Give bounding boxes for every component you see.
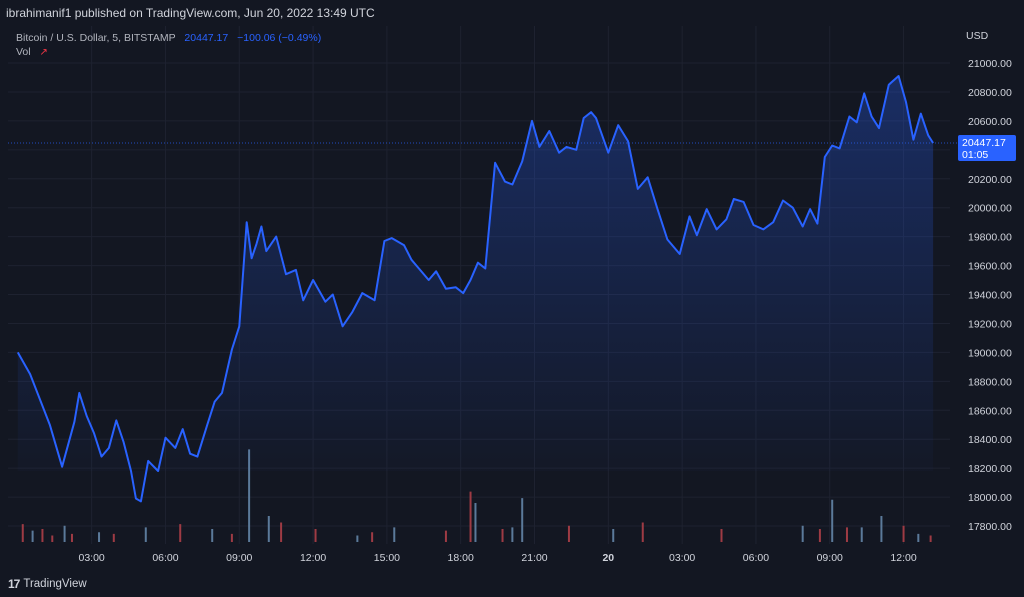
x-tick-label: 09:00 <box>817 552 843 564</box>
volume-bar <box>179 524 182 542</box>
y-tick-label: 19800.00 <box>968 232 1012 244</box>
volume-bar <box>801 525 804 542</box>
y-tick-label: 19400.00 <box>968 290 1012 302</box>
time-axis[interactable]: 03:00 06:00 09:00 12:00 15:00 18:00 21:00 20 03:… <box>79 552 917 564</box>
volume-bar <box>929 535 932 542</box>
volume-bar <box>112 533 115 542</box>
volume-bar <box>280 522 283 542</box>
volume-bar <box>917 533 920 542</box>
x-tick-label: 20 <box>602 552 614 564</box>
y-tick-label: 20600.00 <box>968 116 1012 128</box>
volume-bar <box>880 516 883 542</box>
chart-legend: Bitcoin / U.S. Dollar, 5, BITSTAMP 20447… <box>16 31 321 59</box>
y-tick-label: 19600.00 <box>968 261 1012 273</box>
volume-bar <box>230 533 233 542</box>
volume-bar <box>818 529 821 542</box>
x-tick-label: 06:00 <box>152 552 178 564</box>
x-tick-label: 12:00 <box>890 552 916 564</box>
volume-bar <box>63 525 66 542</box>
volume-bar <box>521 498 524 542</box>
volume-bar <box>21 524 24 542</box>
footer-brand: 17 TradingView <box>8 577 87 591</box>
volume-bar <box>267 516 270 542</box>
volume-bar <box>356 535 359 542</box>
volume-bar <box>567 525 570 542</box>
volume-bar <box>641 522 644 542</box>
volume-bar <box>612 529 615 542</box>
last-price-badge: 20447.17 01:05 <box>958 134 1016 161</box>
currency-label: USD <box>966 30 989 42</box>
price-area-fill <box>17 76 934 502</box>
volume-bar <box>393 527 396 542</box>
x-tick-label: 12:00 <box>300 552 326 564</box>
published-line: ibrahimanif1 published on TradingView.co… <box>6 6 375 20</box>
volume-bar <box>444 530 447 542</box>
y-tick-label: 20000.00 <box>968 203 1012 215</box>
volume-bar <box>469 491 472 542</box>
volume-bar <box>902 525 905 542</box>
x-tick-label: 06:00 <box>743 552 769 564</box>
y-tick-label: 20800.00 <box>968 87 1012 99</box>
x-tick-label: 18:00 <box>448 552 474 564</box>
y-tick-label: 19000.00 <box>968 347 1012 359</box>
volume-bar <box>31 530 34 542</box>
x-tick-label: 21:00 <box>521 552 547 564</box>
price-line <box>16 75 934 503</box>
volume-bar <box>831 499 834 542</box>
y-tick-label: 21000.00 <box>968 58 1012 70</box>
volume-label[interactable]: Vol <box>16 46 31 58</box>
brand-name: TradingView <box>23 578 87 590</box>
x-tick-label: 09:00 <box>226 552 252 564</box>
volume-bar <box>70 533 73 542</box>
y-tick-label: 18600.00 <box>968 405 1012 417</box>
volume-bar <box>144 527 147 542</box>
y-tick-label: 18400.00 <box>968 434 1012 446</box>
volume-bar <box>371 532 374 542</box>
y-tick-label: 18200.00 <box>968 463 1012 475</box>
x-tick-label: 03:00 <box>79 552 105 564</box>
countdown-value: 01:05 <box>962 149 988 161</box>
volume-bar <box>51 535 54 542</box>
y-tick-label: 17800.00 <box>968 521 1012 533</box>
volume-bars <box>21 449 932 542</box>
volume-bar <box>211 529 214 542</box>
price-chart[interactable]: 21000.0020800.0020600.0020400.0020200.00… <box>0 26 1024 571</box>
last-price-value: 20447.17 <box>962 137 1006 149</box>
volume-bar <box>314 529 317 542</box>
volume-down-icon: ↗ <box>39 47 48 58</box>
y-tick-label: 20200.00 <box>968 174 1012 186</box>
volume-bar <box>720 529 723 542</box>
volume-bar <box>860 527 863 542</box>
tradingview-logo-icon: 17 <box>8 577 20 591</box>
volume-bar <box>501 529 504 542</box>
x-tick-label: 03:00 <box>669 552 695 564</box>
volume-bar <box>474 503 477 542</box>
volume-bar <box>511 527 514 542</box>
volume-bar <box>98 532 101 542</box>
legend-change: −100.06 (−0.49%) <box>237 32 322 44</box>
price-axis[interactable]: 21000.0020800.0020600.0020400.0020200.00… <box>968 58 1012 533</box>
y-tick-label: 18000.00 <box>968 492 1012 504</box>
x-tick-label: 15:00 <box>374 552 400 564</box>
y-tick-label: 18800.00 <box>968 376 1012 388</box>
y-tick-label: 19200.00 <box>968 318 1012 330</box>
volume-bar <box>41 529 44 542</box>
volume-bar <box>248 449 251 542</box>
legend-last-price: 20447.17 <box>184 32 229 44</box>
symbol-label[interactable]: Bitcoin / U.S. Dollar, 5, BITSTAMP <box>16 32 176 44</box>
volume-bar <box>845 527 848 542</box>
